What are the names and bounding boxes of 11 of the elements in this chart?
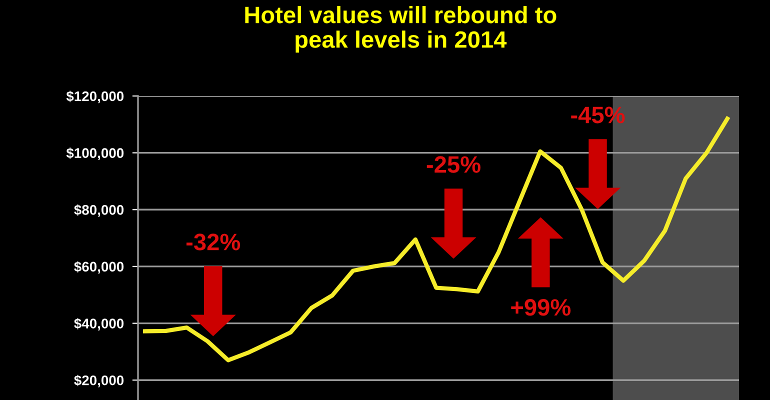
y-tick-label: $60,000: [74, 261, 124, 274]
y-tick-label: $40,000: [74, 318, 124, 330]
y-tick-label: $20,000: [74, 374, 124, 388]
y-tick-label: $100,000: [66, 148, 124, 160]
annotation: -45%: [571, 106, 625, 124]
annotation: -25%: [426, 156, 480, 173]
y-tick-label: $80,000: [74, 204, 124, 217]
annotation: +99%: [511, 299, 571, 316]
y-tick-label: $120,000: [66, 90, 124, 104]
chart-title: Hotel values will rebound to peak levels in 2014: [245, 6, 556, 53]
annotation: -32%: [186, 234, 240, 250]
